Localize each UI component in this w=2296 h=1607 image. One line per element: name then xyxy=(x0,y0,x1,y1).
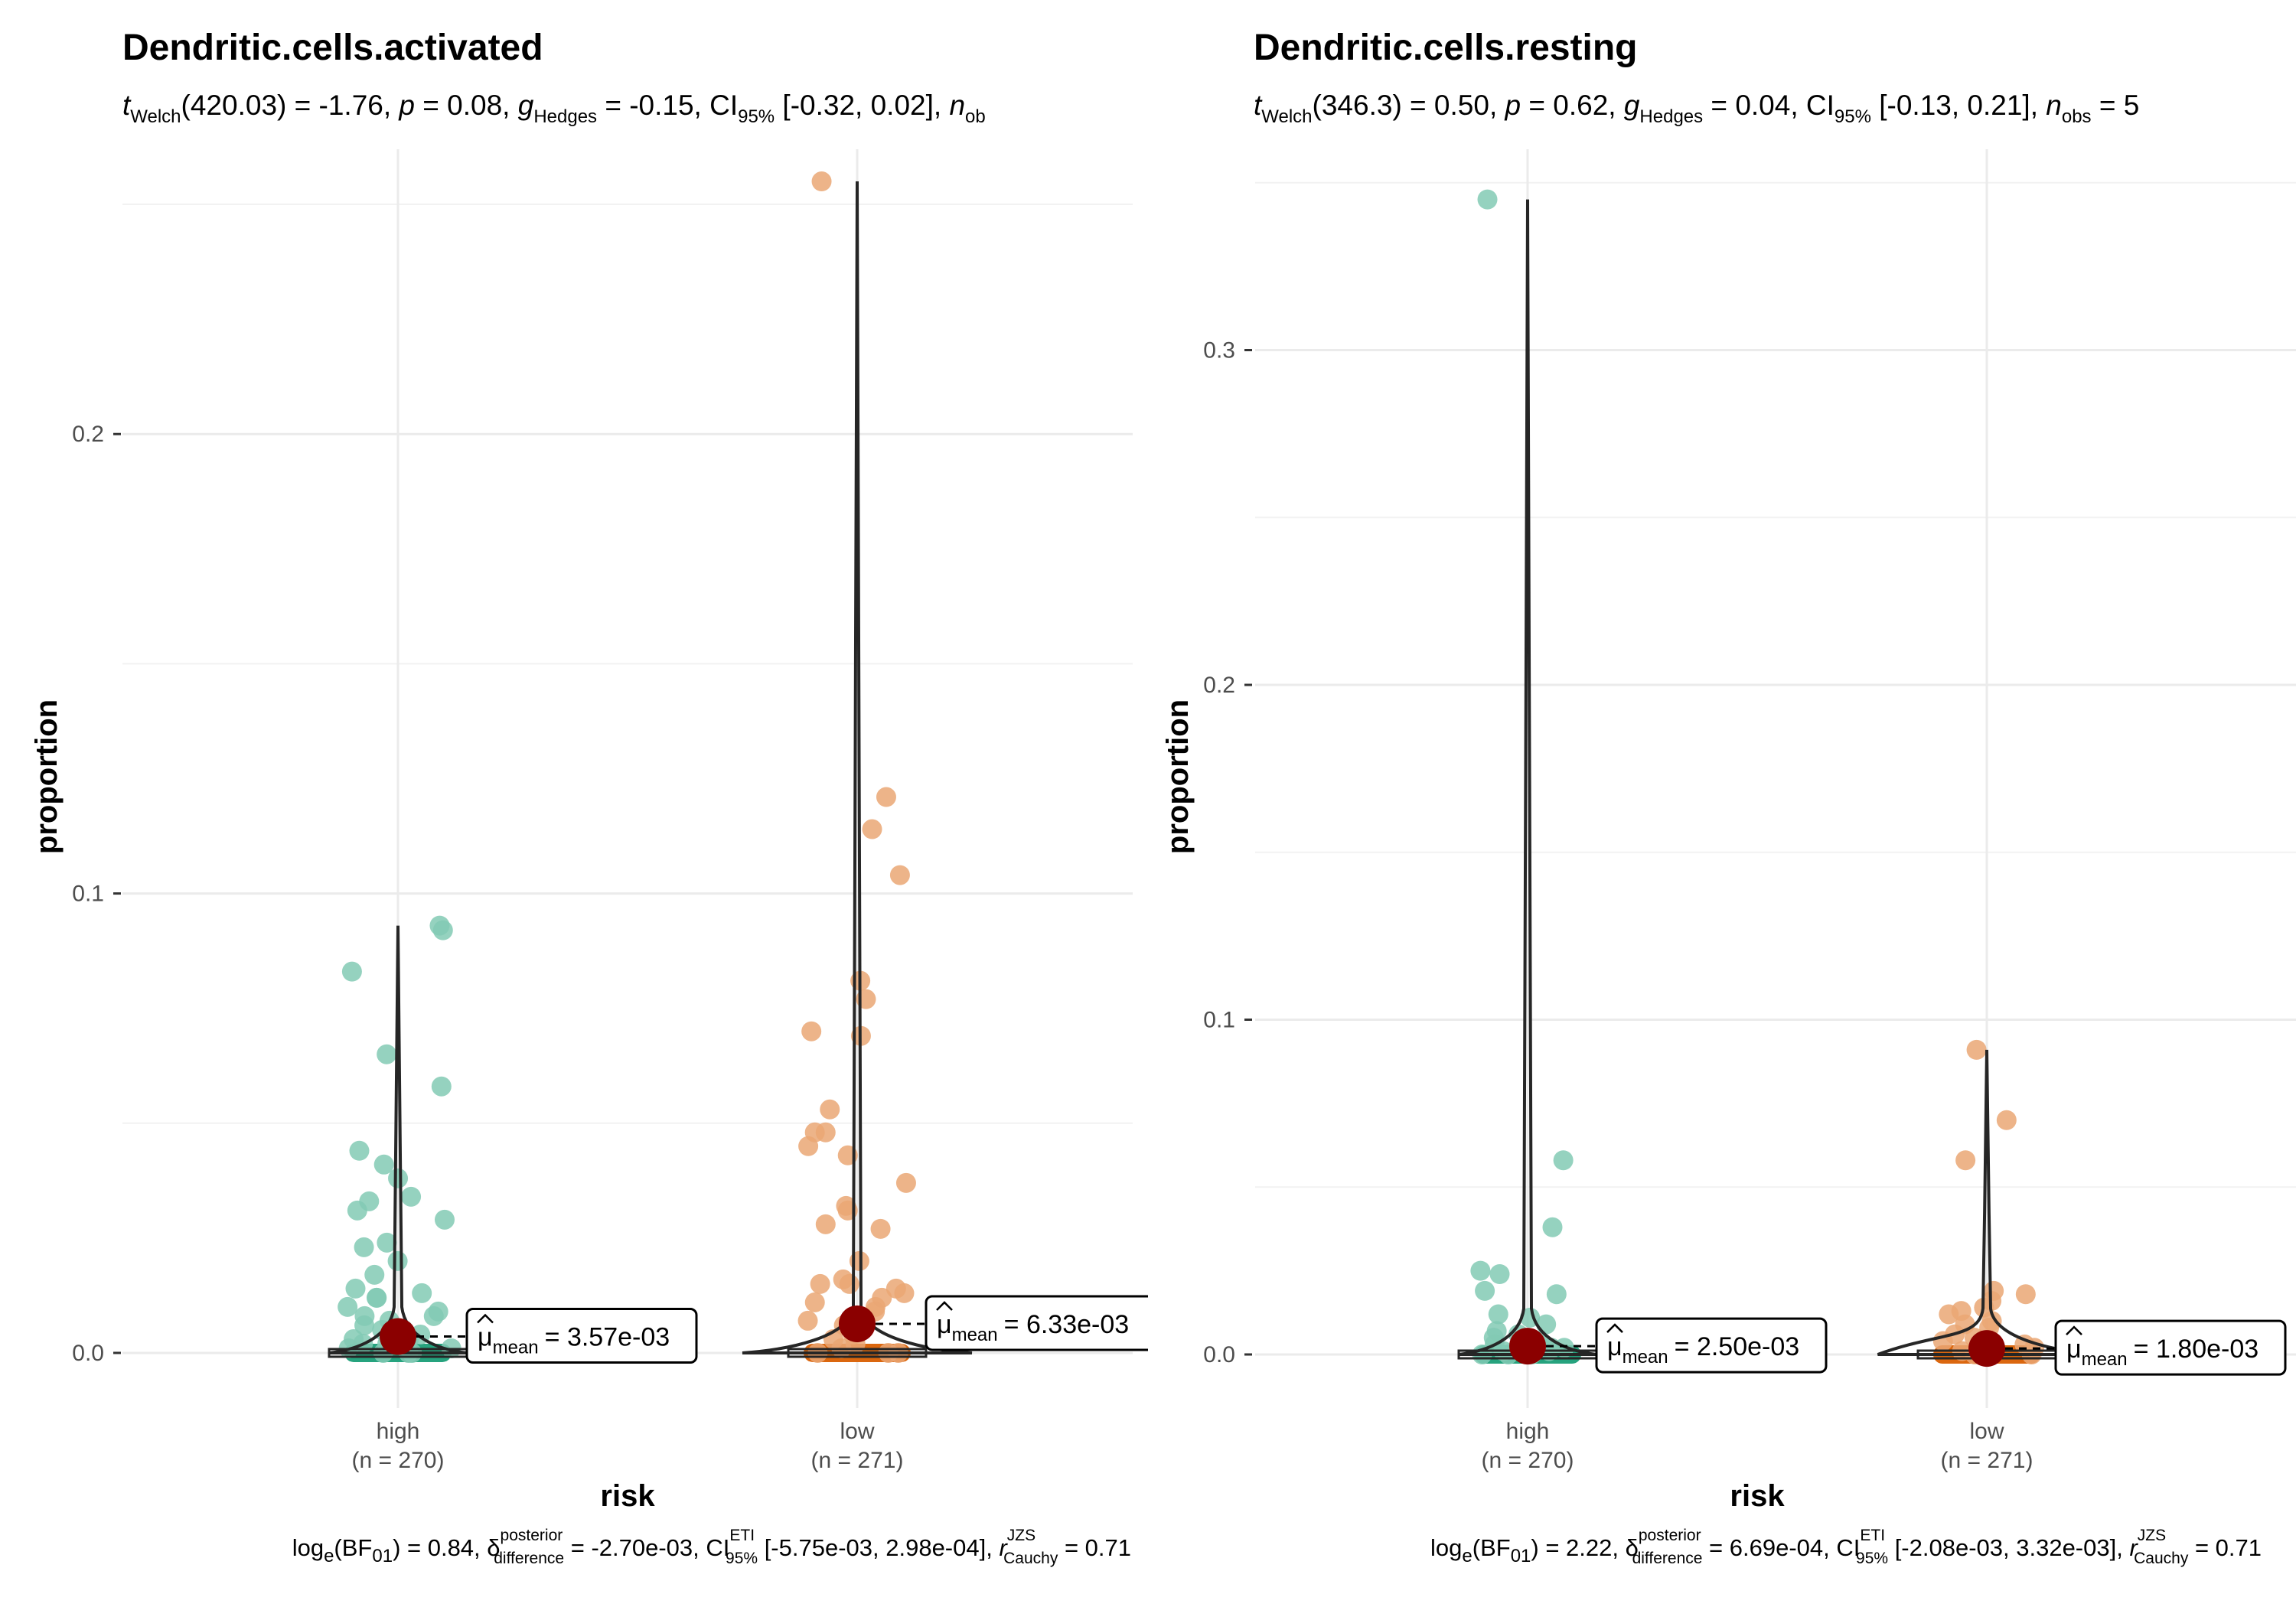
data-point-low xyxy=(889,865,910,885)
data-point-high xyxy=(432,920,453,940)
data-point-low xyxy=(797,1310,818,1331)
x-tick-label-low: low xyxy=(840,1419,874,1444)
plot-area: 0.0 0.1 0.2 0.3 μmean = 2.50e-03 high (n = 270)… xyxy=(1203,149,2296,1473)
data-point-high xyxy=(1488,1304,1508,1325)
box-low xyxy=(787,1348,928,1358)
data-point-high xyxy=(367,1287,387,1308)
data-point-high xyxy=(373,1154,394,1175)
data-point-high xyxy=(349,1140,370,1161)
y-tick-label: 0.0 xyxy=(72,1341,104,1366)
data-point-high xyxy=(364,1264,385,1285)
chart-panel-activated: Dendritic.cells.activated tWelch(420.03)… xyxy=(30,28,1148,1567)
data-point-high xyxy=(412,1283,432,1303)
data-point-low xyxy=(894,1283,915,1303)
data-point-high xyxy=(388,1168,409,1188)
mean-label-low: μmean = 6.33e-03 xyxy=(937,1310,1129,1345)
x-tick-label-high: high xyxy=(1506,1419,1550,1444)
chart-activated: Dendritic.cells.activated tWelch(420.03)… xyxy=(30,28,1148,1567)
data-point-high xyxy=(1542,1217,1563,1237)
violin-low xyxy=(1877,1049,2102,1356)
data-point-high xyxy=(1477,189,1498,210)
mean-label-box-low xyxy=(2054,1319,2287,1376)
data-point-high xyxy=(1470,1260,1491,1281)
data-point-low xyxy=(1966,1039,1987,1060)
data-point-low xyxy=(798,1136,819,1156)
mean-label-high: μmean = 2.50e-03 xyxy=(1607,1332,1799,1367)
data-point-low xyxy=(815,1122,836,1143)
x-axis-title: risk xyxy=(1730,1479,1785,1513)
chart-subtitle: tWelch(420.03) = -1.76, p = 0.08, gHedge… xyxy=(122,90,986,127)
data-point-low xyxy=(2015,1284,2036,1305)
x-tick-label-low: low xyxy=(1969,1419,2004,1444)
x-tick-n-low: (n = 271) xyxy=(1941,1448,2033,1473)
data-point-low xyxy=(1955,1150,1976,1171)
chart-panel-resting: Dendritic.cells.resting tWelch(346.3) = … xyxy=(1133,0,2296,1607)
mean-label-low: μmean = 1.80e-03 xyxy=(2066,1335,2258,1370)
chart-caption: loge(BF01) = 2.22, δposterior difference … xyxy=(1430,1527,2262,1567)
data-point-high xyxy=(1553,1150,1574,1171)
mean-point-low xyxy=(839,1305,876,1342)
data-point-high xyxy=(354,1315,375,1335)
chart-resting: Dendritic.cells.resting tWelch(346.3) = … xyxy=(1161,28,2296,1567)
data-point-high xyxy=(1546,1284,1567,1305)
data-point-low xyxy=(804,1292,825,1312)
data-point-low xyxy=(1939,1304,1959,1325)
data-point-high xyxy=(354,1237,374,1257)
data-point-low xyxy=(820,1099,840,1120)
data-point-high xyxy=(387,1250,408,1271)
data-point-high xyxy=(345,1278,366,1299)
violin-low xyxy=(742,181,973,1354)
data-point-low xyxy=(862,819,882,839)
data-point-low xyxy=(870,1218,891,1239)
hat-mark xyxy=(936,1301,953,1311)
data-point-low xyxy=(801,1021,822,1041)
plot-area: 0.0 0.1 0.2 μmean = 3.57e-03 high (n = 270) μme… xyxy=(72,149,1148,1473)
mean-point-high xyxy=(380,1318,416,1355)
y-axis-title: proportion xyxy=(1161,699,1195,854)
data-point-low xyxy=(895,1172,916,1193)
y-tick-label: 0.1 xyxy=(72,882,104,907)
y-tick-label: 0.2 xyxy=(1203,673,1235,698)
data-point-high xyxy=(401,1186,422,1207)
y-tick-label: 0.0 xyxy=(1203,1342,1235,1367)
y-tick-label: 0.2 xyxy=(72,422,104,447)
y-tick-label: 0.1 xyxy=(1203,1008,1235,1033)
chart-caption: loge(BF01) = 0.84, δposterior difference … xyxy=(292,1527,1131,1567)
data-point-high xyxy=(377,1232,397,1253)
data-point-low xyxy=(810,1273,830,1294)
mean-label-box-low xyxy=(925,1295,1148,1351)
chart-subtitle: tWelch(346.3) = 0.50, p = 0.62, gHedges … xyxy=(1254,90,2139,127)
hat-mark xyxy=(2066,1325,2082,1336)
data-point-high xyxy=(1475,1280,1495,1301)
hat-mark xyxy=(477,1313,494,1324)
data-point-high xyxy=(341,961,362,982)
hat-mark xyxy=(1606,1323,1623,1333)
data-point-high xyxy=(434,1209,455,1230)
data-point-high xyxy=(423,1305,444,1326)
data-point-low xyxy=(811,171,832,192)
data-point-high xyxy=(347,1200,367,1221)
data-point-high xyxy=(431,1076,452,1097)
mean-point-high xyxy=(1509,1328,1546,1365)
x-tick-n-high: (n = 270) xyxy=(1482,1448,1574,1473)
data-point-high xyxy=(377,1044,397,1064)
chart-title: Dendritic.cells.activated xyxy=(122,28,543,68)
mean-point-low xyxy=(1968,1330,2005,1367)
data-point-high xyxy=(338,1296,358,1317)
x-tick-n-high: (n = 270) xyxy=(352,1448,445,1473)
mean-label-box-high xyxy=(1595,1317,1828,1374)
x-axis-title: risk xyxy=(600,1479,655,1513)
y-tick-label: 0.3 xyxy=(1203,338,1235,363)
data-point-low xyxy=(839,1273,859,1294)
y-axis-title: proportion xyxy=(30,699,64,854)
data-point-high xyxy=(1489,1264,1510,1284)
x-tick-n-low: (n = 271) xyxy=(811,1448,904,1473)
x-tick-label-high: high xyxy=(377,1419,420,1444)
chart-title: Dendritic.cells.resting xyxy=(1254,28,1638,68)
mean-label-box-high xyxy=(465,1308,698,1364)
data-point-low xyxy=(815,1214,836,1234)
data-point-low xyxy=(1996,1110,2017,1130)
data-point-low xyxy=(876,787,896,807)
mean-label-high: μmean = 3.57e-03 xyxy=(478,1323,670,1358)
